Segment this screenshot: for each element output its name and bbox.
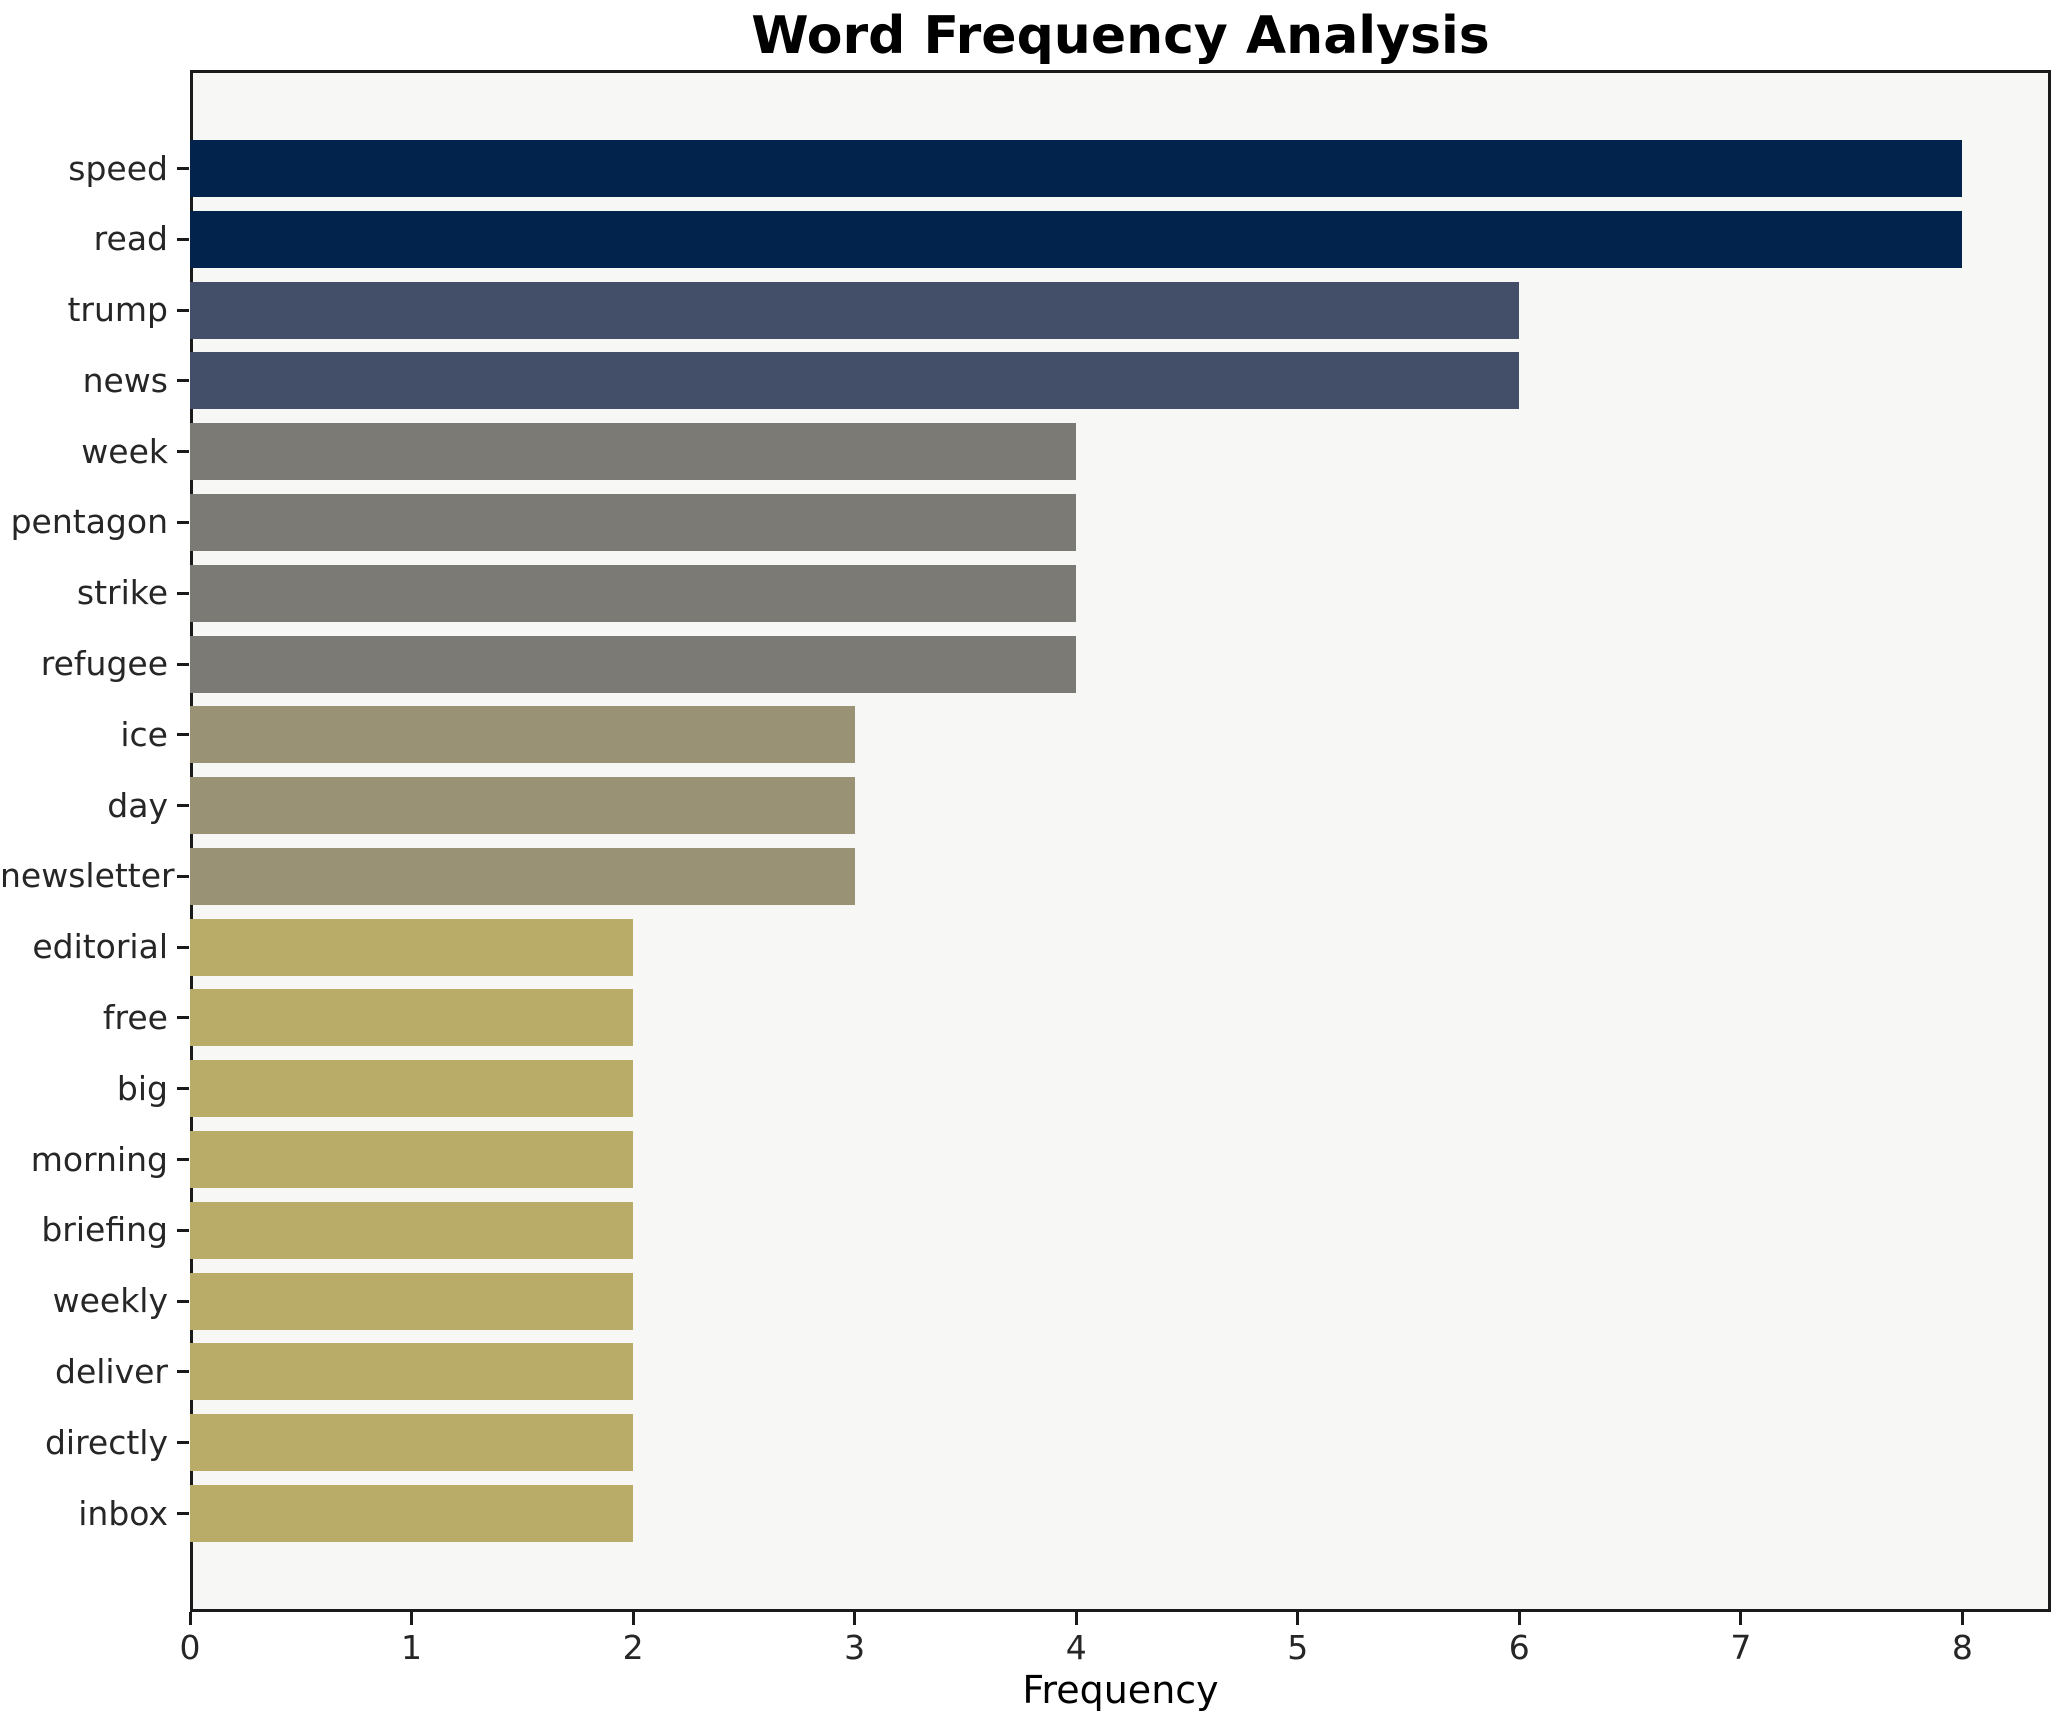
y-tick-mark xyxy=(177,945,189,949)
x-tick-label-4: 4 xyxy=(1065,1628,1087,1667)
y-tick-mark xyxy=(177,1370,189,1374)
bar-ice xyxy=(190,706,855,764)
y-tick-label-pentagon: pentagon xyxy=(10,502,168,542)
y-tick-label-day: day xyxy=(107,785,168,825)
y-tick-label-strike: strike xyxy=(76,573,168,613)
bar-deliver xyxy=(190,1343,634,1401)
x-tick-label-3: 3 xyxy=(844,1628,866,1667)
bar-weekly xyxy=(190,1272,634,1330)
x-tick-mark xyxy=(1074,1612,1078,1625)
y-tick-mark xyxy=(177,804,189,808)
y-tick-label-week: week xyxy=(81,431,168,471)
x-tick-mark xyxy=(410,1612,414,1625)
y-tick-label-trump: trump xyxy=(67,290,168,330)
bar-read xyxy=(190,210,1963,268)
y-tick-mark xyxy=(177,1441,189,1445)
y-tick-mark xyxy=(177,167,189,170)
x-tick-mark xyxy=(1296,1612,1300,1625)
chart-title: Word Frequency Analysis xyxy=(751,6,1490,66)
y-tick-mark xyxy=(177,662,189,666)
bar-speed xyxy=(190,140,1963,197)
y-tick-mark xyxy=(177,308,189,312)
bar-free xyxy=(190,989,634,1047)
bar-trump xyxy=(190,281,1520,339)
y-tick-mark xyxy=(177,733,189,737)
x-tick-label-0: 0 xyxy=(179,1628,201,1667)
x-tick-mark xyxy=(188,1612,192,1625)
y-tick-mark xyxy=(177,1087,189,1091)
y-tick-mark xyxy=(177,1158,189,1162)
bar-morning xyxy=(190,1131,634,1189)
y-tick-label-free: free xyxy=(102,997,168,1037)
x-axis-label: Frequency xyxy=(1022,1668,1219,1712)
x-tick-mark xyxy=(1960,1612,1964,1625)
y-tick-mark xyxy=(177,1228,189,1232)
y-tick-label-inbox: inbox xyxy=(78,1493,168,1533)
bar-strike xyxy=(190,564,1077,622)
x-tick-mark xyxy=(631,1612,635,1625)
y-tick-label-ice: ice xyxy=(120,714,168,754)
bar-newsletter xyxy=(190,847,855,905)
bar-week xyxy=(190,423,1077,481)
y-tick-mark xyxy=(177,520,189,524)
y-tick-label-directly: directly xyxy=(44,1422,168,1462)
y-tick-label-big: big xyxy=(116,1068,168,1108)
y-tick-label-news: news xyxy=(82,360,168,400)
bar-pentagon xyxy=(190,493,1077,551)
bar-editorial xyxy=(190,918,634,976)
x-tick-mark xyxy=(1517,1612,1521,1625)
y-tick-mark xyxy=(177,379,189,383)
y-tick-label-speed: speed xyxy=(68,148,168,188)
y-tick-mark xyxy=(177,591,189,595)
bar-directly xyxy=(190,1414,634,1472)
y-tick-label-refugee: refugee xyxy=(40,644,168,684)
bar-refugee xyxy=(190,635,1077,693)
x-tick-label-7: 7 xyxy=(1730,1628,1752,1667)
y-tick-label-read: read xyxy=(93,219,168,259)
bar-day xyxy=(190,777,855,835)
bar-big xyxy=(190,1060,634,1118)
x-tick-label-2: 2 xyxy=(622,1628,644,1667)
y-tick-label-weekly: weekly xyxy=(52,1281,168,1321)
y-tick-label-briefing: briefing xyxy=(41,1210,168,1250)
y-tick-mark xyxy=(177,450,189,454)
x-tick-label-5: 5 xyxy=(1287,1628,1309,1667)
y-tick-label-morning: morning xyxy=(30,1139,168,1179)
y-tick-mark xyxy=(177,237,189,241)
y-tick-label-deliver: deliver xyxy=(55,1351,168,1391)
bar-news xyxy=(190,352,1520,410)
x-tick-label-6: 6 xyxy=(1508,1628,1530,1667)
y-tick-mark xyxy=(177,874,189,878)
y-tick-label-editorial: editorial xyxy=(32,927,168,967)
y-tick-label-newsletter: newsletter xyxy=(0,856,175,896)
y-tick-mark xyxy=(177,1299,189,1303)
bar-briefing xyxy=(190,1201,634,1259)
y-tick-mark xyxy=(177,1512,189,1515)
bar-inbox xyxy=(190,1485,634,1542)
x-tick-mark xyxy=(1739,1612,1743,1625)
x-tick-label-8: 8 xyxy=(1951,1628,1973,1667)
x-tick-label-1: 1 xyxy=(401,1628,423,1667)
x-tick-mark xyxy=(853,1612,857,1625)
y-tick-mark xyxy=(177,1016,189,1020)
